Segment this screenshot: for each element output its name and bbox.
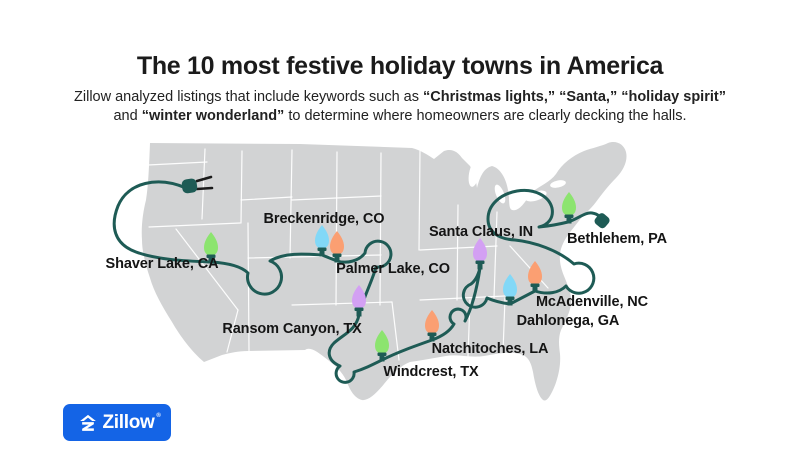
subtitle-text: to determine where homeowners are clearl… [284,108,687,124]
subtitle-text: “winter wonderland” [141,108,285,124]
light-string-cord [112,180,602,384]
subtitle-text: “Christmas lights,” “Santa,” “holiday sp… [423,89,726,105]
us-land [141,142,627,401]
subtitle-text: Zillow analyzed listings that include ke… [74,89,424,105]
cord-end-socket [594,213,610,229]
page-title: The 10 most festive holiday towns in Ame… [136,52,664,80]
subtitle-line-1: Zillow analyzed listings that include ke… [0,88,800,107]
trademark-symbol: ® [156,412,161,419]
subtitle-text: and [113,108,142,124]
plug-icon [181,175,214,194]
zillow-logo: Zillow ® [63,404,171,441]
subtitle: Zillow analyzed listings that include ke… [0,88,800,126]
state-borders [147,148,549,361]
zillow-logo-text: Zillow ® [102,411,161,433]
zillow-house-icon [80,414,97,431]
subtitle-line-2: and “winter wonderland” to determine whe… [0,107,800,126]
